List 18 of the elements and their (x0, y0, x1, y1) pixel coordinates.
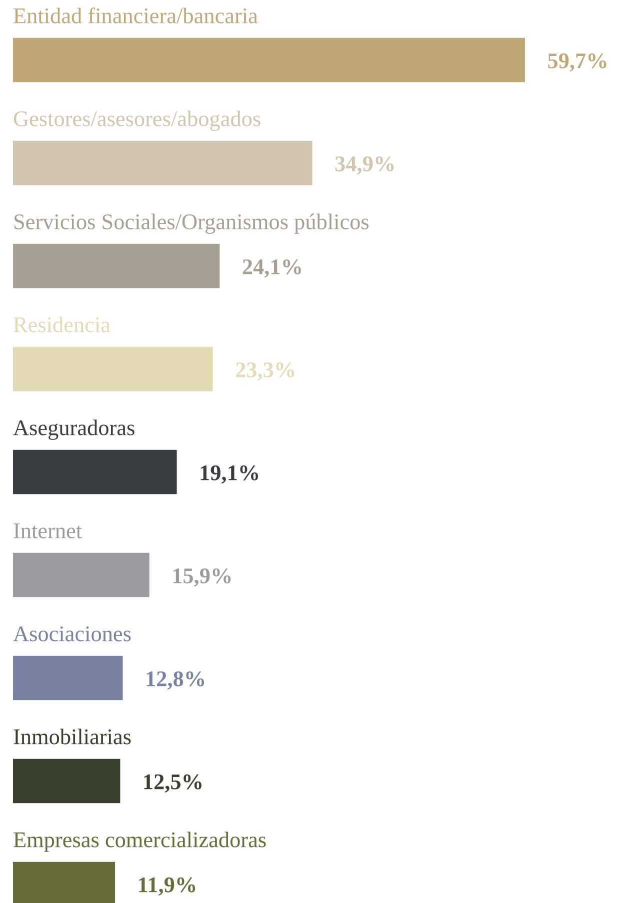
y-tick-label: Inmobiliarias (14, 728, 131, 744)
y-tick-label: Residencia (14, 316, 110, 332)
y-tick-label: Asociaciones (13, 626, 131, 642)
data-label: 19,1% (200, 465, 258, 484)
data-label: 34,9% (335, 156, 394, 175)
data-label: 59,7% (548, 53, 606, 72)
y-tick-label: Empresas comercializadoras (14, 832, 266, 852)
data-label: 24,1% (242, 259, 301, 278)
data-label: 15,9% (173, 568, 231, 587)
y-tick-label: Internet (14, 524, 82, 538)
data-label: 23,3% (236, 362, 294, 381)
data-label: 11,9% (139, 877, 196, 896)
data-label: 12,5% (144, 774, 202, 793)
data-label: 12,8% (146, 671, 204, 690)
y-tick-label: Gestores/asesores/abogados (14, 110, 260, 131)
y-tick-label: Entidad financiera/bancaria (14, 7, 258, 24)
y-tick-label: Aseguradoras (13, 420, 134, 440)
y-tick-label: Servicios Sociales/Organismos públicos (14, 214, 369, 234)
